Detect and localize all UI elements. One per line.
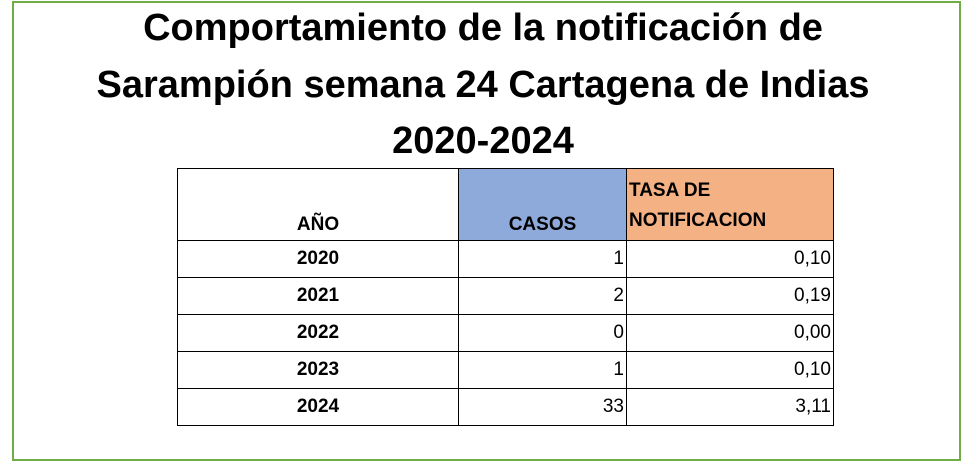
header-row: AÑO CASOS TASA DE NOTIFICACION — [177, 168, 834, 241]
table-cell: 0,19 — [626, 277, 834, 315]
table-cell: 0,10 — [626, 351, 834, 389]
table-cell: 2022 — [177, 314, 459, 352]
table-cell: 2021 — [177, 277, 459, 315]
table-cell: 33 — [458, 388, 627, 426]
table-cell: 2024 — [177, 388, 459, 426]
table-cell: 1 — [458, 240, 627, 278]
column-header: CASOS — [458, 168, 627, 241]
title-line: Comportamiento de la notificación de — [143, 7, 823, 49]
table-cell: 0,00 — [626, 314, 834, 352]
table-row: 2020 1 0,10 — [177, 240, 834, 278]
table-cell: 2020 — [177, 240, 459, 278]
table-cell: 1 — [458, 351, 627, 389]
column-header: TASA DE NOTIFICACION — [626, 168, 834, 241]
table-row: 2021 2 0,19 — [177, 277, 834, 315]
table-cell: 2 — [458, 277, 627, 315]
column-header: AÑO — [177, 168, 459, 241]
table-row: 2023 1 0,10 — [177, 351, 834, 389]
table-row: 2024 33 3,11 — [177, 388, 834, 426]
title-line: 2020-2024 — [392, 120, 574, 162]
title-line: Sarampión semana 24 Cartagena de Indias — [96, 64, 870, 106]
table-row: 2022 0 0,00 — [177, 314, 834, 352]
data-table: AÑO CASOS TASA DE NOTIFICACION 2020 1 0,10… — [177, 168, 834, 426]
table-cell: 0 — [458, 314, 627, 352]
table-cell: 0,10 — [626, 240, 834, 278]
table-cell: 3,11 — [626, 388, 834, 426]
table-cell: 2023 — [177, 351, 459, 389]
page: {"header": {"title_lines": ["Comportamie… — [12, 1, 961, 461]
